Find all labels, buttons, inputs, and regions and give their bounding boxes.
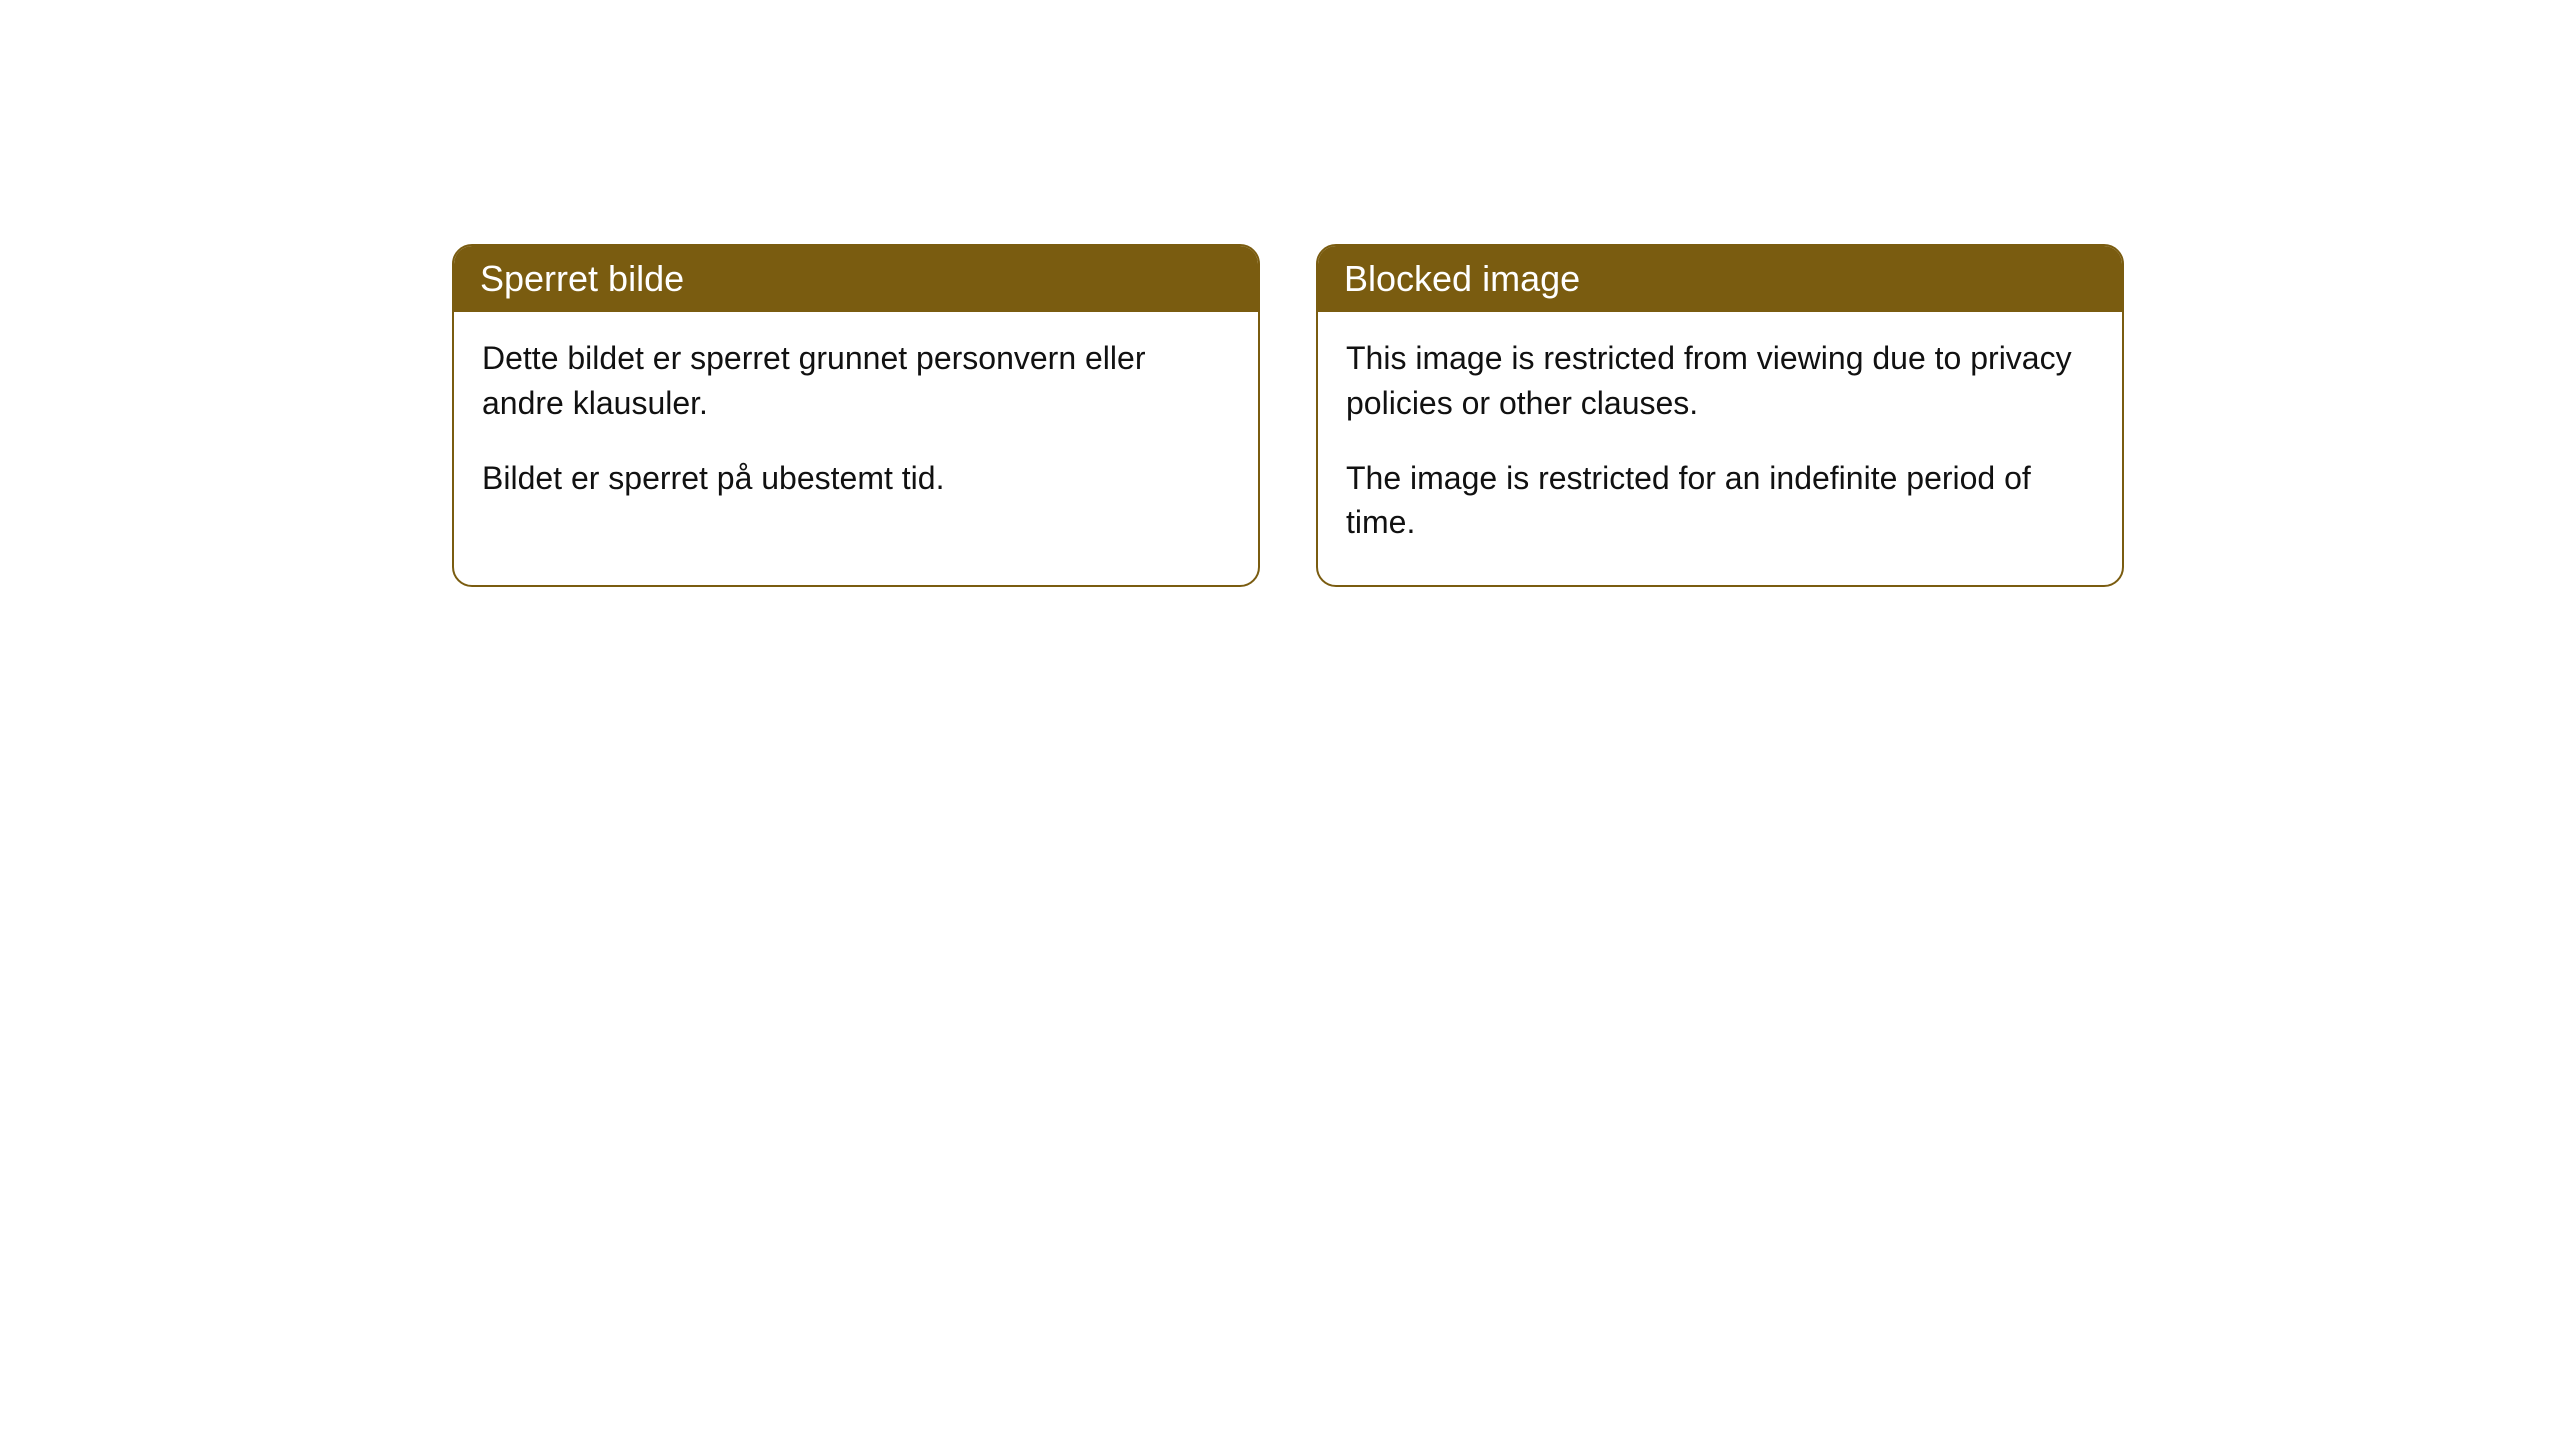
notice-paragraph: This image is restricted from viewing du…	[1346, 336, 2094, 426]
notice-container: Sperret bilde Dette bildet er sperret gr…	[0, 0, 2560, 587]
notice-paragraph: The image is restricted for an indefinit…	[1346, 456, 2094, 546]
notice-card-english: Blocked image This image is restricted f…	[1316, 244, 2124, 587]
notice-header: Blocked image	[1318, 246, 2122, 312]
notice-paragraph: Bildet er sperret på ubestemt tid.	[482, 456, 1230, 501]
notice-body: Dette bildet er sperret grunnet personve…	[454, 312, 1258, 540]
notice-card-norwegian: Sperret bilde Dette bildet er sperret gr…	[452, 244, 1260, 587]
notice-paragraph: Dette bildet er sperret grunnet personve…	[482, 336, 1230, 426]
notice-header: Sperret bilde	[454, 246, 1258, 312]
notice-body: This image is restricted from viewing du…	[1318, 312, 2122, 585]
